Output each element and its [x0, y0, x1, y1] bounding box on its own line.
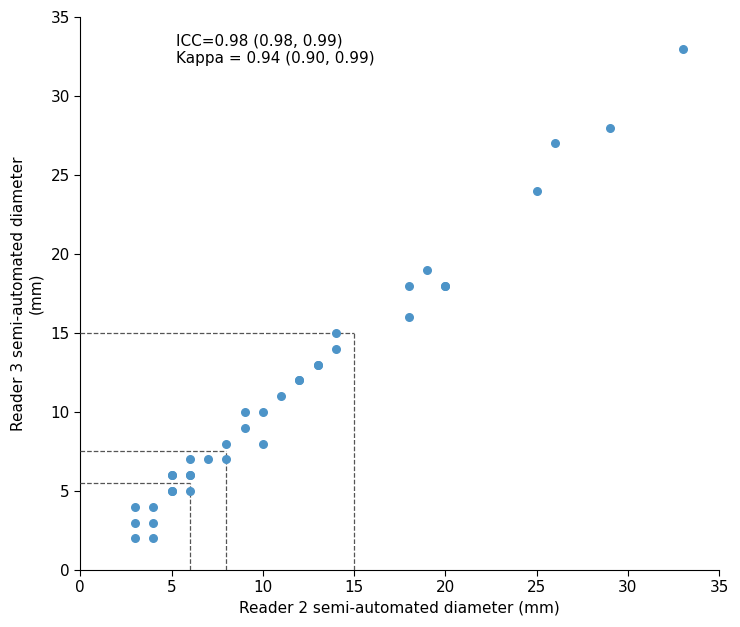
Point — [604, 123, 616, 133]
Point — [403, 312, 415, 322]
Point — [238, 423, 250, 433]
Point — [293, 376, 305, 386]
Point — [531, 186, 542, 196]
Point — [166, 470, 178, 480]
Point — [129, 502, 141, 512]
Point — [440, 281, 451, 291]
Point — [221, 438, 232, 448]
Y-axis label: Reader 3 semi-automated diameter
(mm): Reader 3 semi-automated diameter (mm) — [11, 156, 44, 431]
Point — [202, 455, 214, 465]
Text: ICC=0.98 (0.98, 0.99)
Kappa = 0.94 (0.90, 0.99): ICC=0.98 (0.98, 0.99) Kappa = 0.94 (0.90… — [176, 34, 374, 66]
Point — [238, 407, 250, 417]
Point — [129, 534, 141, 544]
Point — [330, 328, 342, 338]
Point — [147, 534, 159, 544]
Point — [312, 359, 323, 369]
Point — [330, 344, 342, 354]
Point — [257, 407, 269, 417]
Point — [312, 359, 323, 369]
Point — [403, 281, 415, 291]
Point — [147, 502, 159, 512]
X-axis label: Reader 2 semi-automated diameter (mm): Reader 2 semi-automated diameter (mm) — [239, 601, 560, 616]
Point — [166, 486, 178, 496]
Point — [221, 455, 232, 465]
Point — [184, 470, 195, 480]
Point — [549, 139, 561, 149]
Point — [129, 517, 141, 527]
Point — [421, 265, 433, 275]
Point — [184, 470, 195, 480]
Point — [293, 376, 305, 386]
Point — [184, 486, 195, 496]
Point — [677, 44, 689, 54]
Point — [184, 455, 195, 465]
Point — [147, 517, 159, 527]
Point — [275, 391, 287, 401]
Point — [440, 281, 451, 291]
Point — [166, 486, 178, 496]
Point — [257, 438, 269, 448]
Point — [166, 470, 178, 480]
